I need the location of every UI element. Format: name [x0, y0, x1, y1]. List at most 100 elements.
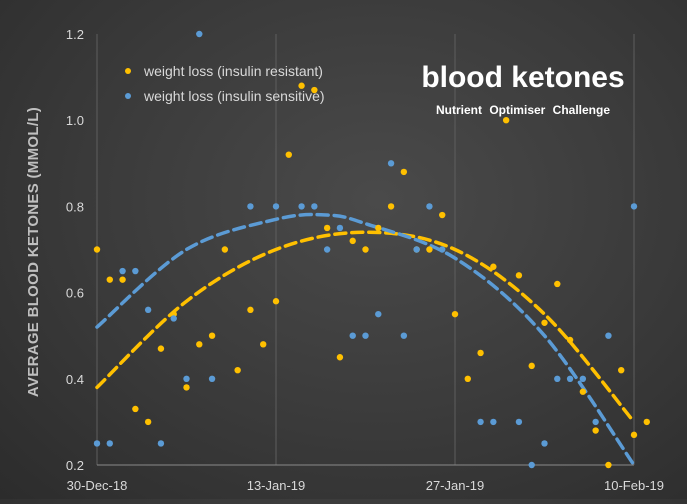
legend-marker-insulin-sensitive: [125, 93, 131, 99]
point-insulin-sensitive: [579, 375, 587, 382]
point-insulin-sensitive: [515, 418, 523, 426]
point-insulin-sensitive: [170, 315, 177, 322]
point-insulin-sensitive: [477, 418, 484, 426]
point-insulin-resistant: [439, 211, 446, 219]
point-insulin-sensitive: [554, 375, 561, 382]
point-insulin-resistant: [515, 272, 523, 279]
y-axis-title: AVERAGE BLOOD KETONES (MMOL/L): [25, 107, 42, 397]
x-tick-label: 27-Jan-19: [426, 478, 485, 493]
point-insulin-resistant: [541, 319, 548, 326]
y-tick-label: 1.2: [66, 27, 84, 42]
legend-label-insulin-sensitive: weight loss (insulin sensitive): [143, 88, 325, 104]
point-insulin-sensitive: [132, 267, 139, 275]
point-insulin-sensitive: [400, 332, 408, 339]
point-insulin-sensitive: [541, 440, 548, 447]
point-insulin-sensitive: [183, 375, 190, 382]
point-insulin-sensitive: [272, 203, 280, 210]
legend-label-insulin-resistant: weight loss (insulin resistant): [143, 63, 323, 79]
legend: weight loss (insulin resistant) weight l…: [125, 63, 325, 104]
point-insulin-resistant: [502, 117, 510, 124]
point-insulin-sensitive: [566, 375, 574, 382]
point-insulin-sensitive: [157, 440, 165, 447]
point-insulin-resistant: [247, 306, 254, 314]
point-insulin-resistant: [144, 418, 152, 426]
point-insulin-sensitive: [426, 203, 433, 210]
point-insulin-resistant: [285, 151, 292, 158]
point-insulin-sensitive: [490, 418, 497, 426]
point-insulin-resistant: [490, 263, 497, 270]
point-insulin-resistant: [106, 276, 113, 283]
point-insulin-resistant: [311, 86, 318, 94]
point-insulin-resistant: [400, 168, 408, 176]
axes: 30-Dec-18 13-Jan-19 27-Jan-19 10-Feb-19 0.2 0…: [66, 27, 664, 493]
point-insulin-sensitive: [387, 160, 395, 167]
point-insulin-resistant: [375, 224, 382, 232]
point-insulin-resistant: [566, 336, 574, 344]
point-insulin-sensitive: [323, 246, 331, 253]
point-insulin-resistant: [93, 246, 101, 253]
point-insulin-sensitive: [528, 461, 535, 469]
x-tick-label: 30-Dec-18: [67, 478, 128, 493]
point-insulin-resistant: [477, 349, 484, 357]
point-insulin-sensitive: [247, 203, 254, 210]
y-tick-label: 0.4: [66, 372, 84, 387]
point-insulin-resistant: [618, 366, 625, 374]
point-insulin-resistant: [426, 246, 433, 253]
point-insulin-sensitive: [106, 440, 113, 447]
trendlines: [95, 212, 636, 467]
point-insulin-resistant: [592, 427, 599, 434]
point-insulin-resistant: [464, 375, 471, 382]
data-points: [93, 30, 650, 469]
chart-subtitle: Nutrient Optimiser Challenge: [436, 103, 610, 117]
point-insulin-sensitive: [375, 310, 382, 318]
point-insulin-sensitive: [349, 332, 356, 339]
point-insulin-resistant: [323, 224, 331, 232]
point-insulin-resistant: [362, 246, 369, 253]
point-insulin-resistant: [451, 310, 459, 318]
y-tick-label: 0.8: [66, 199, 84, 214]
point-insulin-sensitive: [93, 440, 101, 447]
trendline-insulin-sensitive: [95, 212, 636, 467]
y-tick-label: 0.6: [66, 286, 84, 301]
point-insulin-resistant: [272, 298, 280, 305]
x-tick-label: 10-Feb-19: [604, 478, 664, 493]
point-insulin-sensitive: [336, 224, 344, 232]
trendline-insulin-resistant: [95, 230, 636, 424]
point-insulin-resistant: [234, 366, 241, 374]
point-insulin-resistant: [208, 332, 216, 339]
point-insulin-sensitive: [362, 332, 369, 339]
y-tick-label: 0.2: [66, 458, 84, 473]
point-insulin-resistant: [630, 431, 638, 439]
point-insulin-resistant: [387, 203, 395, 210]
point-insulin-resistant: [119, 276, 126, 283]
y-tick-label: 1.0: [66, 113, 84, 128]
point-insulin-resistant: [260, 341, 267, 348]
point-insulin-resistant: [528, 362, 535, 370]
point-insulin-sensitive: [298, 203, 305, 210]
point-insulin-resistant: [336, 354, 344, 361]
x-tick-label: 13-Jan-19: [247, 478, 306, 493]
point-insulin-sensitive: [630, 203, 638, 210]
point-insulin-sensitive: [119, 267, 126, 275]
point-insulin-resistant: [579, 388, 587, 395]
point-insulin-resistant: [132, 405, 139, 413]
legend-marker-insulin-resistant: [125, 68, 131, 74]
point-insulin-resistant: [196, 341, 203, 348]
point-insulin-sensitive: [196, 30, 203, 38]
point-insulin-resistant: [554, 280, 561, 288]
point-insulin-resistant: [183, 384, 190, 391]
point-insulin-sensitive: [605, 332, 612, 339]
point-insulin-resistant: [605, 461, 612, 469]
point-insulin-sensitive: [439, 246, 446, 253]
point-insulin-sensitive: [413, 246, 420, 253]
point-insulin-resistant: [221, 246, 229, 253]
point-insulin-sensitive: [592, 418, 599, 426]
point-insulin-sensitive: [311, 203, 318, 210]
point-insulin-resistant: [643, 418, 650, 426]
point-insulin-resistant: [298, 82, 305, 89]
point-insulin-resistant: [349, 237, 356, 245]
point-insulin-resistant: [157, 345, 165, 352]
chart-title: blood ketones: [421, 61, 624, 94]
